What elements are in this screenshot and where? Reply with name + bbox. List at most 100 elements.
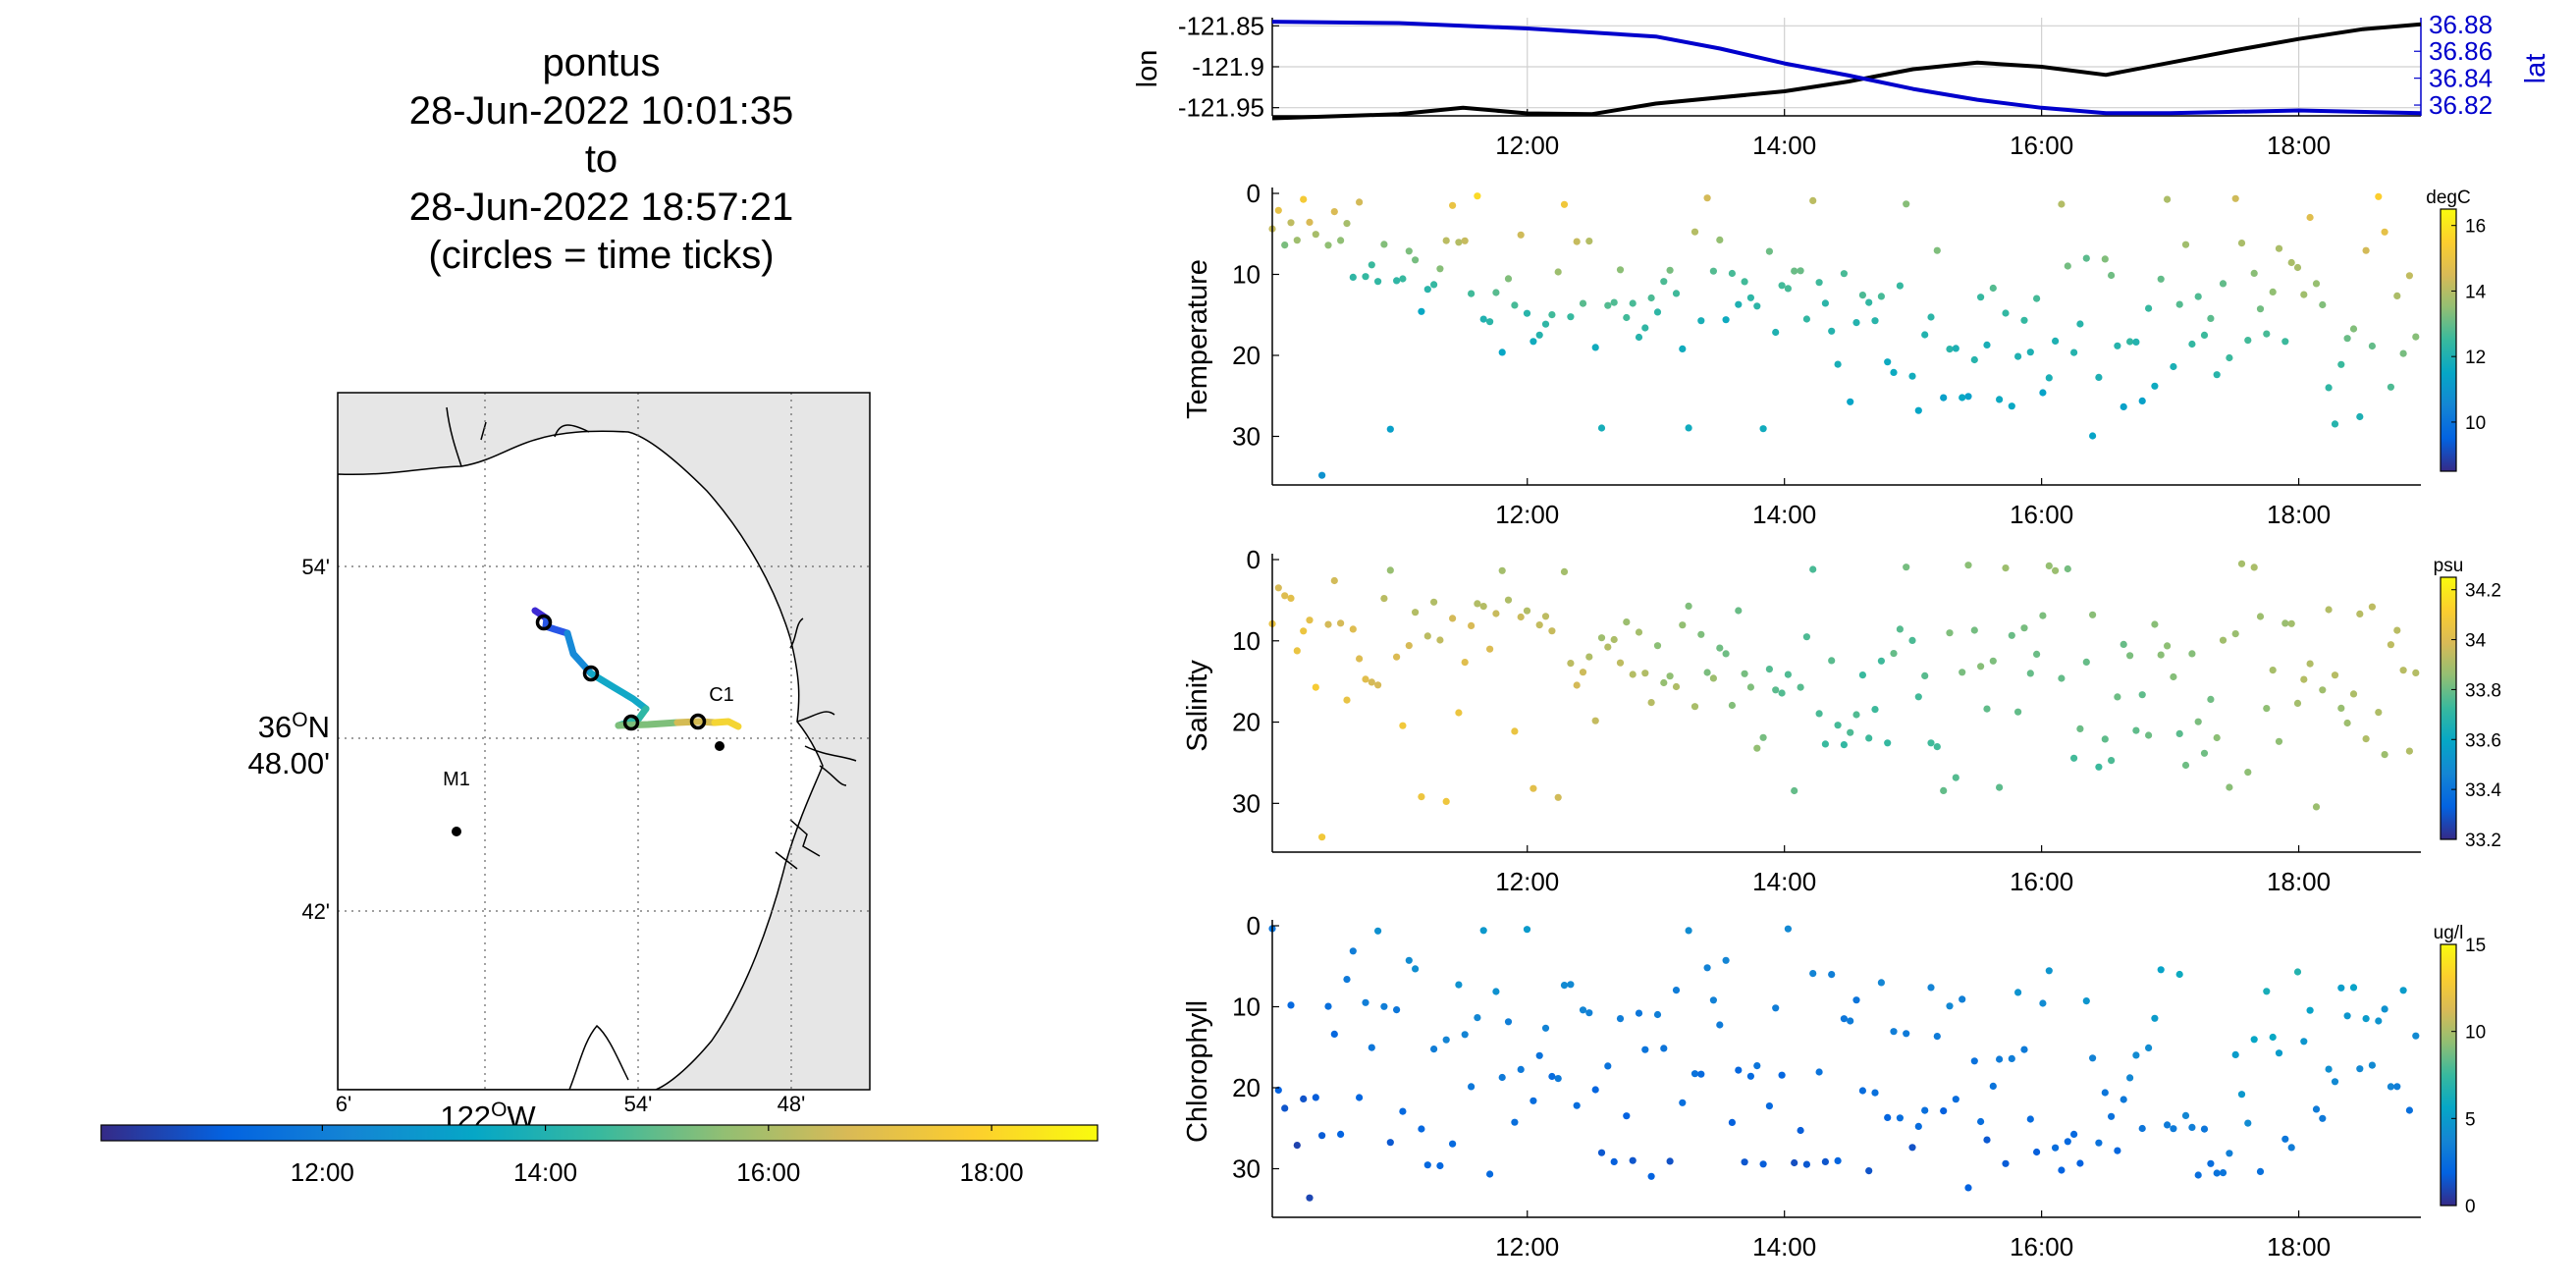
scatter-point [1852, 711, 1860, 719]
scatter-point [2237, 240, 2246, 247]
scatter-point [1809, 970, 1817, 978]
scatter-point [2120, 402, 2127, 410]
scatter-point [2381, 1005, 2388, 1013]
scatter-point [1380, 241, 1388, 248]
scatter-point [1946, 629, 1954, 637]
scatter-point [2157, 275, 2165, 283]
scatter-point [2381, 751, 2388, 759]
scatter-point [1847, 728, 1854, 736]
scatter-point [2256, 1167, 2265, 1175]
scatter-point [2157, 651, 2165, 659]
scatter-point [1791, 1158, 1798, 1167]
scatter-point [1474, 600, 1481, 608]
scatter-point [2151, 382, 2159, 390]
colorbar-gradient [2440, 576, 2457, 840]
scatter-point [1989, 284, 1997, 293]
scatter-point [1293, 1142, 1301, 1150]
scatter-point [2312, 803, 2321, 811]
scatter-point [1468, 1083, 1476, 1091]
scatter-point [1274, 206, 1282, 214]
scatter-point [2138, 1124, 2146, 1133]
scatter-point [1858, 671, 1866, 679]
station-m1-label: M1 [443, 769, 470, 790]
scatter-point [1927, 313, 1935, 321]
scatter-point [1455, 239, 1463, 246]
scatter-point [1449, 1140, 1457, 1148]
scatter-point [2181, 1111, 2190, 1119]
scatter-point [2039, 999, 2047, 1007]
scatter-point [1666, 266, 1674, 274]
colorbar-gradient [2440, 943, 2457, 1207]
scatter-point [1996, 1055, 2004, 1063]
scatter-point [2368, 1061, 2376, 1069]
scatter-point [1442, 797, 1450, 806]
map-lat-label-48-deg: 36ON [258, 709, 330, 744]
scatter-point [1560, 200, 1569, 208]
scatter-point [1468, 290, 1476, 297]
scatter-point [2368, 603, 2376, 611]
scatter-point [1486, 318, 1494, 326]
scatter-point [1430, 281, 1438, 289]
scatter-point [2387, 383, 2394, 391]
scatter-point [1386, 1139, 1394, 1147]
scatter-point [1666, 1157, 1674, 1165]
scatter-point [2045, 374, 2053, 382]
scatter-point [1809, 565, 1817, 573]
scatter-point [2293, 263, 2302, 272]
scatter-point [1442, 237, 1450, 244]
scatter-point [2170, 672, 2177, 681]
scatter-point [2026, 670, 2034, 677]
scatter-point [2399, 667, 2407, 674]
scatter-point [2387, 1083, 2394, 1091]
colorbar-tick-label: 16 [2465, 217, 2486, 238]
scatter-point [1722, 650, 1730, 658]
scatter-point [1330, 208, 1338, 216]
colorbar-tick-label: 0 [2465, 1197, 2476, 1217]
scatter-point [1337, 237, 1345, 244]
station-m1-marker [452, 827, 461, 836]
scatter-point [1399, 722, 1407, 729]
scatter-point [1709, 674, 1717, 682]
scatter-point [1890, 650, 1898, 658]
scatter-point [2070, 1130, 2078, 1138]
scatter-point [1983, 705, 1991, 713]
scatter-point [1560, 982, 1569, 990]
scatter-point [2319, 300, 2327, 309]
scatter-point [2064, 564, 2071, 573]
scatter-point [1865, 1167, 1873, 1175]
time-colorbar-tick-label: 14:00 [513, 1157, 577, 1187]
x-tick-label: 12:00 [1495, 867, 1559, 896]
scatter-point [2039, 612, 2047, 619]
scatter-point [2002, 564, 2010, 572]
scatter-point [2188, 340, 2196, 349]
scatter-point [2082, 254, 2090, 262]
scatter-point [1386, 566, 1394, 574]
scatter-point [2076, 724, 2084, 733]
scatter-point [1517, 1065, 1525, 1073]
scatter-point [1597, 424, 1606, 432]
y-tick-label-left: -121.9 [1192, 52, 1264, 81]
scatter-point [1455, 981, 1463, 989]
scatter-point [1567, 313, 1575, 321]
scatter-point [2145, 1044, 2153, 1051]
scatter-point [1287, 1001, 1295, 1009]
scatter-point [1405, 956, 1413, 964]
scatter-point [2132, 1051, 2140, 1059]
scatter-point [1653, 1010, 1662, 1019]
scatter-point [1629, 299, 1637, 307]
scatter-point [1858, 1087, 1866, 1095]
scatter-point [1641, 324, 1649, 332]
scatter-point [2287, 1144, 2295, 1152]
scatter-point [2244, 1119, 2252, 1127]
scatter-point [2412, 333, 2420, 341]
scatter-point [1455, 709, 1463, 717]
scatter-point [1535, 1051, 1543, 1059]
scatter-point [1952, 345, 1959, 352]
scatter-point [2269, 288, 2277, 295]
scatter-point [2033, 650, 2041, 659]
scatter-point [1970, 626, 1978, 634]
scatter-point [1430, 598, 1438, 606]
scatter-point [1641, 670, 1649, 677]
scatter-point [1579, 669, 1587, 676]
scatter-point [1442, 1036, 1450, 1044]
